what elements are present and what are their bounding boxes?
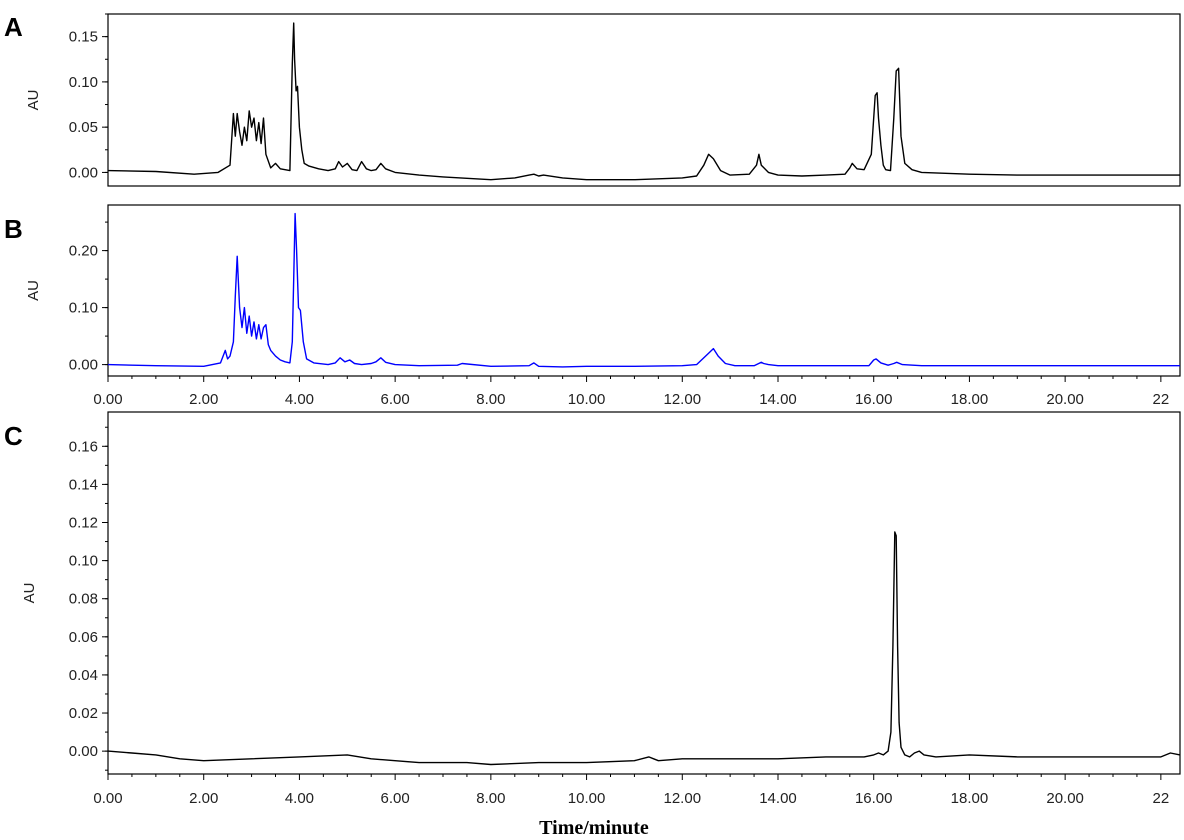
- x-tick-label: 20.00: [1046, 790, 1084, 807]
- x-tick-label: 0.00: [93, 391, 122, 408]
- chromatogram-trace: [107, 212, 1180, 368]
- y-tick-label: 0.10: [69, 553, 98, 570]
- y-tick-label: 0.12: [69, 515, 98, 532]
- panel-a: A AU 0.00 0.05 0.10 0.15: [4, 12, 1181, 187]
- x-tick-label: 6.00: [381, 391, 410, 408]
- x-tick-label: 18.00: [951, 391, 989, 408]
- panel-b: B AU 0.00 0.10 0.20 0.00 2.00 4.00 6.00 8.00 10.00…: [4, 204, 1181, 408]
- x-axis-title: Time/minute: [539, 817, 649, 839]
- y-tick-label: 0.10: [69, 74, 98, 91]
- x-tick-label: 8.00: [476, 391, 505, 408]
- x-tick-label: 20.00: [1046, 391, 1084, 408]
- x-tick-label: 2.00: [189, 391, 218, 408]
- panel-label: A: [4, 12, 23, 42]
- y-tick-label: 0.06: [69, 629, 98, 646]
- panel-c: C AU 0.00 0.02 0.04 0.06 0.08 0.10 0.12 0.14 0.16 0…: [4, 411, 1181, 839]
- x-tick-label: 22: [1153, 790, 1170, 807]
- x-tick-label: 12.00: [664, 790, 702, 807]
- y-tick-label: 0.02: [69, 705, 98, 722]
- x-tick-label: 14.00: [759, 391, 797, 408]
- chromatogram-trace: [107, 22, 1180, 181]
- x-tick-label: 4.00: [285, 790, 314, 807]
- y-tick-label: 0.20: [69, 243, 98, 260]
- y-tick-label: 0.10: [69, 300, 98, 317]
- y-axis-label: AU: [21, 583, 38, 604]
- y-tick-label: 0.00: [69, 743, 98, 760]
- plot-frame: [107, 13, 1181, 187]
- y-tick-label: 0.00: [69, 357, 98, 374]
- x-tick-label: 0.00: [93, 790, 122, 807]
- x-tick-label: 8.00: [476, 790, 505, 807]
- y-tick-label: 0.15: [69, 29, 98, 46]
- x-tick-label: 14.00: [759, 790, 797, 807]
- x-tick-label: 6.00: [381, 790, 410, 807]
- panel-label: C: [4, 421, 23, 451]
- x-tick-label: 16.00: [855, 391, 893, 408]
- y-tick-label: 0.05: [69, 119, 98, 136]
- x-tick-label: 4.00: [285, 391, 314, 408]
- y-tick-label: 0.00: [69, 164, 98, 181]
- y-tick-label: 0.14: [69, 476, 98, 493]
- chromatogram-trace: [107, 531, 1181, 766]
- y-tick-label: 0.16: [69, 438, 98, 455]
- x-tick-label: 10.00: [568, 790, 606, 807]
- x-tick-label: 18.00: [951, 790, 989, 807]
- y-tick-label: 0.08: [69, 591, 98, 608]
- x-tick-label: 10.00: [568, 391, 606, 408]
- x-tick-label: 2.00: [189, 790, 218, 807]
- panel-label: B: [4, 214, 23, 244]
- x-tick-label: 22: [1153, 391, 1170, 408]
- x-tick-label: 12.00: [664, 391, 702, 408]
- y-tick-label: 0.04: [69, 667, 98, 684]
- y-axis-label: AU: [25, 90, 42, 111]
- y-axis-label: AU: [25, 280, 42, 301]
- plot-frame: [107, 411, 1181, 775]
- x-tick-label: 16.00: [855, 790, 893, 807]
- plot-frame: [107, 204, 1181, 377]
